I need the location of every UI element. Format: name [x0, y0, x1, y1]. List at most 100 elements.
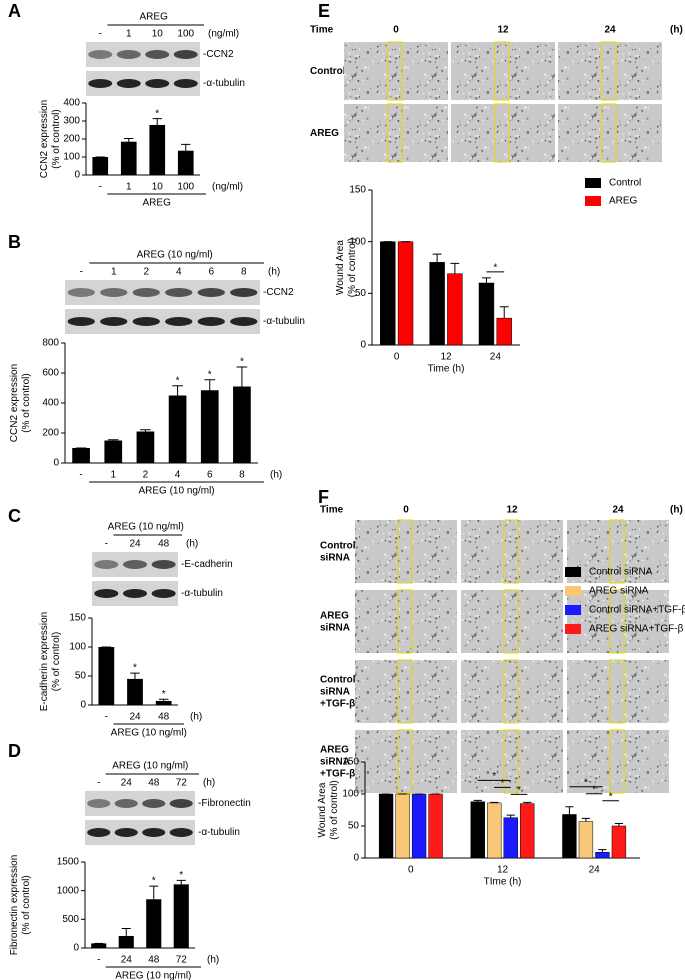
y-tick-label: 0 — [353, 853, 359, 864]
y-tick-label: 0 — [360, 340, 366, 351]
y-tick-label: 100 — [69, 642, 86, 653]
bar — [397, 241, 414, 346]
x-unit: (ng/ml) — [212, 182, 243, 193]
x-tick-label: 24 — [490, 352, 502, 363]
error-bar — [506, 814, 515, 818]
significance: * — [584, 777, 588, 788]
row-label-line: Control — [320, 674, 356, 685]
y-tick-label: 100 — [342, 789, 359, 800]
y-tick-label: 0 — [53, 458, 59, 469]
x-tick-label: 48 — [148, 955, 160, 966]
y-axis-label-line: (% of control) — [51, 632, 62, 691]
micrograph — [451, 42, 555, 100]
micrograph — [355, 520, 457, 583]
blot-band — [173, 50, 198, 59]
bar — [177, 150, 194, 175]
wound-region — [503, 659, 519, 724]
band-label: -α-tubulin — [203, 78, 245, 89]
blot-band — [145, 50, 170, 59]
significance: * — [152, 876, 156, 887]
error-bar — [176, 879, 186, 885]
x-tick-label: 12 — [440, 352, 452, 363]
error-bar — [236, 366, 248, 387]
row-label: AREG siRNA — [320, 610, 350, 633]
time-value: 12 — [506, 505, 518, 516]
lane-label: 24 — [129, 539, 141, 550]
bar — [478, 282, 495, 346]
significance: * — [493, 262, 497, 273]
y-tick-label: 200 — [42, 428, 59, 439]
panel-letter: F — [318, 487, 329, 507]
y-tick-label: 0 — [74, 170, 80, 181]
x-tick-label: 12 — [497, 865, 509, 876]
bar — [378, 793, 394, 859]
micrograph — [344, 104, 448, 162]
x-tick-label: 1 — [110, 470, 116, 481]
bar — [562, 814, 577, 859]
blot-band — [132, 317, 160, 326]
wound-region — [503, 589, 519, 654]
error-bar — [490, 801, 499, 803]
blot-band — [142, 828, 166, 837]
row-label-line: +TGF-β — [320, 698, 355, 709]
y-axis-label-line: Fibronectin expression — [9, 855, 20, 956]
row-label-line: siRNA — [320, 756, 350, 767]
significance: * — [155, 108, 159, 119]
y-tick-label: 150 — [349, 185, 366, 196]
panel-letter: D — [8, 741, 21, 761]
row-label: Control siRNA — [320, 540, 356, 563]
bar — [395, 793, 410, 859]
bar — [233, 386, 251, 463]
y-axis-label: CCN2 expression(% of control) — [9, 364, 32, 442]
band-label: -CCN2 — [203, 49, 234, 60]
lane-label: - — [97, 778, 100, 789]
time-value: 0 — [403, 505, 409, 516]
time-value: 0 — [393, 25, 399, 36]
error-bar — [473, 799, 482, 802]
legend-label: Control siRNA — [589, 567, 653, 578]
time-value: 24 — [604, 25, 616, 36]
bar — [200, 390, 219, 463]
micrograph — [558, 42, 662, 100]
bar — [146, 899, 162, 948]
bar — [168, 395, 187, 463]
row-label: Control siRNA +TGF-β — [320, 674, 356, 709]
y-axis-label-line: (% of control) — [347, 238, 358, 297]
y-tick-label: 0 — [80, 700, 86, 711]
error-bar — [121, 928, 131, 936]
y-axis-label: Fibronectin expression(% of control) — [9, 855, 32, 956]
blot-band — [173, 79, 198, 88]
row-label-line: siRNA — [320, 552, 350, 563]
error-bar — [152, 118, 162, 125]
significance: * — [162, 689, 166, 700]
lane-label: 72 — [176, 778, 188, 789]
blot-band — [230, 317, 258, 326]
x-tick-label: - — [105, 712, 108, 723]
bar — [487, 802, 502, 859]
blot-band — [88, 50, 113, 59]
x-unit: (h) — [270, 470, 282, 481]
error-bar — [482, 277, 491, 283]
blot-band — [151, 560, 176, 569]
significance: * — [592, 784, 596, 795]
significance: * — [208, 369, 212, 380]
bar — [104, 440, 123, 463]
blot-band — [122, 560, 148, 569]
bar — [611, 825, 627, 859]
micrograph — [567, 520, 669, 583]
group-label: AREG — [143, 198, 172, 209]
lane-label: 6 — [208, 267, 214, 278]
y-tick-label: 1000 — [57, 885, 80, 896]
wound-region — [397, 519, 413, 584]
lane-unit: (h) — [203, 778, 215, 789]
lane-label: 8 — [241, 267, 247, 278]
error-bar — [499, 306, 509, 319]
lane-label: 2 — [143, 267, 149, 278]
y-axis-label-line: E-cadherin expression — [39, 612, 50, 712]
bar — [72, 448, 90, 463]
wound-region — [609, 589, 625, 654]
x-tick-label: 4 — [175, 470, 181, 481]
significance: * — [240, 357, 244, 368]
y-tick-label: 50 — [355, 288, 367, 299]
blot-band — [197, 317, 225, 326]
